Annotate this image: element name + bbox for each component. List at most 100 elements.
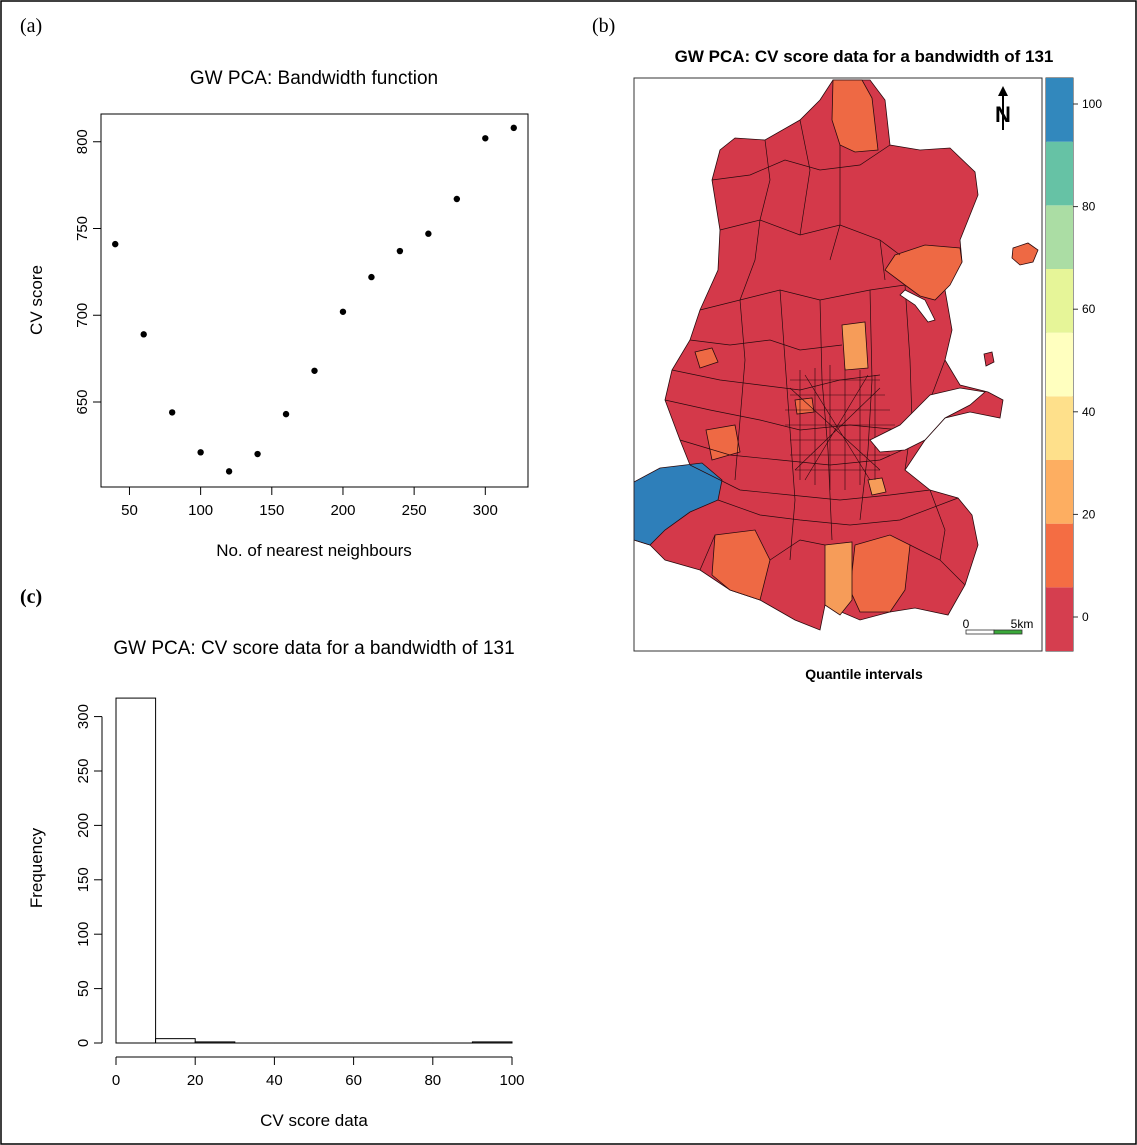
region-orange-north [831, 79, 879, 153]
dublin-bay [869, 387, 986, 453]
city-centre-boundaries [785, 365, 895, 490]
histogram-bars [115, 697, 513, 1044]
scatter-point [140, 331, 147, 338]
region-island-east [1011, 242, 1039, 266]
panel-a-label: (a) [20, 15, 42, 37]
scalebar-start: 0 [963, 617, 970, 631]
legend-tick-label: 100 [1082, 97, 1102, 111]
region-orange-west-2 [705, 424, 741, 461]
scatter-y-tick-label: 650 [74, 389, 91, 414]
scatter-y-tick-label: 800 [74, 129, 91, 154]
scatter-y-tick-label: 750 [74, 216, 91, 241]
scatter-point [168, 409, 176, 416]
scale-bar: 0 5km [963, 617, 1034, 635]
hist-title: GW PCA: CV score data for a bandwidth of… [113, 638, 514, 659]
legend-tick-label: 80 [1082, 200, 1096, 214]
scatter-point [225, 468, 233, 475]
scatter-x-tick-label: 300 [473, 502, 498, 519]
scatter-chart: GW PCA: Bandwidth function 50 100 150 200 25… [27, 68, 529, 560]
legend-tick-label: 40 [1082, 405, 1096, 419]
scatter-x-tick-label: 50 [121, 502, 138, 519]
scalebar-end: 5km [1011, 617, 1034, 631]
choropleth-map: GW PCA: CV score data for a bandwidth of… [633, 47, 1102, 682]
bull-island [899, 289, 936, 323]
histogram-chart: GW PCA: CV score data for a bandwidth of… [27, 638, 525, 1130]
hist-y-tick-label: 200 [75, 813, 92, 838]
scatter-point [197, 449, 204, 456]
legend-color-block [1046, 460, 1073, 524]
legend-color-block [1046, 78, 1073, 142]
north-label: N [995, 102, 1011, 127]
hist-x-tick-label: 40 [266, 1072, 283, 1089]
hist-y-tick-label: 300 [75, 704, 92, 729]
region-light-orange-south [824, 541, 853, 616]
legend-tick-label: 60 [1082, 302, 1096, 316]
legend-ticks: 0 20 40 60 80 100 [1073, 97, 1102, 624]
region-island-small [983, 351, 995, 367]
histogram-bar [155, 1038, 196, 1044]
north-arrow: N [995, 86, 1011, 130]
region-orange-howth [884, 244, 963, 301]
legend-color-block [1046, 396, 1073, 460]
legend-color-block [1046, 269, 1073, 333]
scatter-point [510, 124, 517, 132]
region-orange-south-1 [711, 529, 771, 601]
panel-b-label: (b) [592, 15, 615, 37]
scatter-title: GW PCA: Bandwidth function [190, 68, 438, 89]
legend-color-block [1046, 587, 1073, 651]
hist-x-tick-label: 0 [112, 1072, 120, 1089]
scatter-x-tick-label: 250 [402, 502, 427, 519]
legend-color-block [1046, 205, 1073, 269]
scatter-y-axis: 650 700 750 800 [74, 129, 101, 415]
hist-y-label: Frequency [27, 827, 46, 908]
scatter-x-tick-label: 150 [259, 502, 284, 519]
legend-tick-label: 0 [1082, 610, 1089, 624]
histogram-bar [115, 697, 157, 1044]
hist-x-label: CV score data [260, 1111, 368, 1130]
region-light-orange-east [867, 477, 887, 496]
scatter-point [254, 450, 261, 458]
hist-y-tick-label: 0 [75, 1039, 92, 1047]
scatter-point [425, 230, 432, 237]
legend-color-block [1046, 332, 1073, 397]
hist-y-axis: 0 50 100 150 200 250 300 [75, 704, 103, 1047]
hist-y-tick-label: 250 [75, 758, 92, 783]
scatter-y-label: CV score [27, 265, 46, 335]
scatter-x-label: No. of nearest neighbours [216, 541, 412, 560]
hist-x-tick-label: 60 [345, 1072, 362, 1089]
legend-color-blocks [1046, 78, 1073, 651]
scatter-point [311, 367, 318, 374]
scatter-x-tick-label: 100 [188, 502, 213, 519]
scatter-x-tick-label: 200 [330, 502, 355, 519]
scatter-point [482, 135, 489, 142]
histogram-bar [194, 1041, 236, 1044]
legend-color-block [1046, 141, 1073, 206]
region-light-orange-central [841, 321, 869, 371]
map-regions [634, 79, 1039, 631]
map-caption: Quantile intervals [805, 666, 923, 682]
hist-x-tick-label: 100 [499, 1072, 524, 1089]
scatter-point [396, 247, 404, 255]
scatter-point [282, 410, 290, 418]
hist-y-tick-label: 50 [75, 980, 92, 997]
scatter-points [112, 124, 517, 475]
scatter-x-axis: 50 100 150 200 250 300 [121, 487, 498, 519]
hist-x-tick-label: 20 [187, 1072, 204, 1089]
region-orange-west-1 [694, 347, 719, 369]
hist-y-tick-label: 150 [75, 867, 92, 892]
scatter-y-tick-label: 700 [74, 303, 91, 328]
legend-tick-label: 20 [1082, 507, 1096, 521]
scatter-plot-box [100, 113, 529, 488]
scatter-point [112, 240, 119, 248]
histogram-bar [471, 1041, 513, 1044]
scatter-point [368, 273, 375, 281]
region-blue-west [634, 462, 723, 546]
hist-x-tick-label: 80 [424, 1072, 441, 1089]
legend-color-block [1046, 523, 1073, 588]
panel-c-label: (c) [20, 586, 42, 608]
scatter-point [339, 308, 347, 315]
scatter-point [453, 195, 461, 203]
hist-y-tick-label: 100 [75, 922, 92, 947]
